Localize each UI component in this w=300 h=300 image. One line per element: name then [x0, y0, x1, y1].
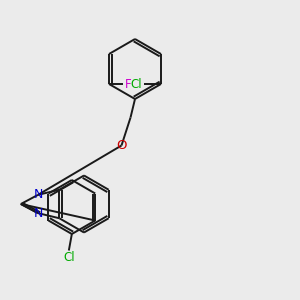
Text: Cl: Cl — [130, 77, 142, 91]
Text: N: N — [33, 207, 43, 220]
Text: Cl: Cl — [63, 250, 75, 264]
Text: F: F — [125, 77, 132, 91]
Text: O: O — [116, 139, 127, 152]
Text: N: N — [33, 188, 43, 201]
